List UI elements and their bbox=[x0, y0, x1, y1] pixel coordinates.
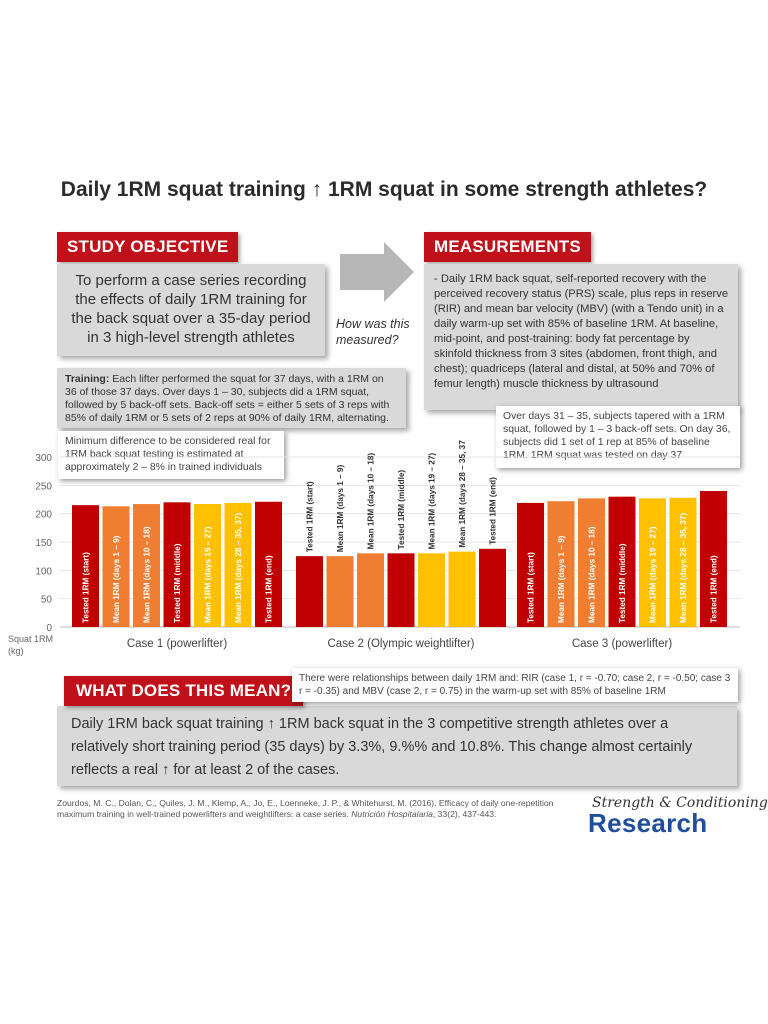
bar-label: Tested 1RM (middle) bbox=[618, 543, 627, 623]
group-label: Case 3 (powerlifter) bbox=[572, 638, 673, 650]
bar-label: Mean 1RM (days 1 – 9) bbox=[112, 535, 121, 623]
relationships-note: There were relationships between daily 1… bbox=[292, 668, 738, 702]
bar bbox=[326, 556, 354, 627]
bar bbox=[479, 548, 506, 627]
bar bbox=[517, 502, 544, 627]
squat-1rm-chart: 0 50 100 150 200 250 300 Squat 1RM (kg) Tested 1R… bbox=[8, 440, 740, 656]
bar bbox=[700, 491, 727, 627]
taper-note: Over days 31 – 35, subjects tapered with… bbox=[496, 406, 740, 468]
measurements-box: - Daily 1RM back squat, self-reported re… bbox=[424, 264, 738, 410]
bar-label: Tested 1RM (middle) bbox=[397, 470, 406, 550]
bar-label: Mean 1RM (days 19 – 27) bbox=[428, 453, 437, 550]
bar bbox=[418, 553, 445, 627]
training-description: Each lifter performed the squat for 37 d… bbox=[65, 373, 390, 424]
y-axis-unit: (kg) bbox=[8, 646, 24, 656]
brand-logo: Research bbox=[588, 808, 708, 838]
study-objective-text: To perform a case series recording the e… bbox=[71, 272, 311, 346]
bar-label: Mean 1RM (days 28 – 35, 37) bbox=[679, 513, 688, 623]
y-tick-label: 250 bbox=[35, 481, 52, 492]
bar bbox=[163, 502, 191, 627]
reference-volume: , 33(2), 437-443. bbox=[432, 809, 497, 819]
bar bbox=[448, 551, 476, 627]
bar bbox=[547, 501, 575, 627]
bar-label: Mean 1RM (days 10 – 18) bbox=[588, 526, 597, 623]
reference-citation: Zourdos, M. C., Dolan, C., Quiles, J. M.… bbox=[57, 798, 577, 820]
bar bbox=[296, 556, 323, 627]
bar-label: Tested 1RM (start) bbox=[527, 552, 536, 623]
meaning-text: Daily 1RM back squat training ↑ 1RM back… bbox=[71, 716, 693, 778]
reference-authors: Zourdos, M. C., Dolan, C., Quiles, J. M.… bbox=[57, 798, 554, 819]
bar bbox=[224, 502, 252, 627]
bar bbox=[639, 498, 666, 627]
measurement-question: How was this measured? bbox=[336, 317, 410, 347]
bar bbox=[387, 553, 415, 627]
bar-label: Mean 1RM (days 28 – 35, 37) bbox=[234, 513, 243, 623]
y-tick-label: 0 bbox=[46, 623, 52, 634]
y-tick-label: 100 bbox=[35, 566, 52, 577]
y-tick-label: 150 bbox=[35, 538, 52, 549]
page-title: Daily 1RM squat training ↑ 1RM squat in … bbox=[60, 178, 708, 201]
bar-label: Mean 1RM (days 1 – 9) bbox=[336, 465, 345, 553]
bar bbox=[578, 498, 605, 627]
meaning-box: Daily 1RM back squat training ↑ 1RM back… bbox=[57, 706, 737, 786]
bar bbox=[133, 504, 160, 627]
bar-label: Mean 1RM (days 10 – 18) bbox=[367, 453, 376, 550]
bar-label: Tested 1RM (end) bbox=[489, 477, 498, 545]
training-box: Training: Each lifter performed the squa… bbox=[57, 368, 406, 428]
bar-label: Mean 1RM (days 28 – 35, 37) bbox=[458, 440, 467, 548]
right-arrow-icon bbox=[340, 242, 414, 302]
bar-label: Tested 1RM (start) bbox=[82, 552, 91, 623]
bar bbox=[102, 506, 130, 627]
bar bbox=[72, 505, 99, 627]
study-objective-heading: STUDY OBJECTIVE bbox=[57, 232, 239, 262]
bar-label: Mean 1RM (days 1 – 9) bbox=[557, 535, 566, 623]
study-objective-box: To perform a case series recording the e… bbox=[57, 264, 325, 356]
bar-label: Tested 1RM (end) bbox=[710, 555, 719, 623]
bar bbox=[357, 553, 384, 627]
y-axis-label: Squat 1RM bbox=[8, 634, 53, 644]
y-tick-label: 300 bbox=[35, 453, 52, 464]
bar-label: Mean 1RM (days 10 – 18) bbox=[143, 526, 152, 623]
bar bbox=[608, 496, 636, 627]
bar bbox=[194, 504, 221, 627]
bar-label: Mean 1RM (days 19 – 27) bbox=[204, 526, 213, 623]
training-label: Training: bbox=[65, 373, 110, 385]
bar-label: Mean 1RM (days 19 – 27) bbox=[649, 526, 658, 623]
group-label: Case 2 (Olympic weightlifter) bbox=[328, 638, 475, 650]
arrow-shape bbox=[340, 242, 414, 302]
bar-label: Tested 1RM (end) bbox=[265, 555, 274, 623]
training-text: Training: Each lifter performed the squa… bbox=[57, 368, 406, 425]
meaning-heading: WHAT DOES THIS MEAN? bbox=[64, 676, 304, 706]
brand-tagline: Strength & Conditioning bbox=[592, 795, 768, 811]
measurements-heading: MEASUREMENTS bbox=[424, 232, 591, 262]
y-tick-label: 50 bbox=[41, 595, 53, 606]
reference-journal: Nutrición Hospitalaria bbox=[351, 809, 433, 819]
bar bbox=[669, 497, 697, 627]
bar-label: Tested 1RM (start) bbox=[306, 481, 315, 552]
measurements-text: - Daily 1RM back squat, self-reported re… bbox=[434, 273, 729, 390]
y-tick-label: 200 bbox=[35, 510, 52, 521]
group-label: Case 1 (powerlifter) bbox=[127, 638, 228, 650]
min-difference-note: Minimum difference to be considered real… bbox=[58, 431, 284, 479]
bar-label: Tested 1RM (middle) bbox=[173, 543, 182, 623]
bar bbox=[255, 501, 282, 627]
